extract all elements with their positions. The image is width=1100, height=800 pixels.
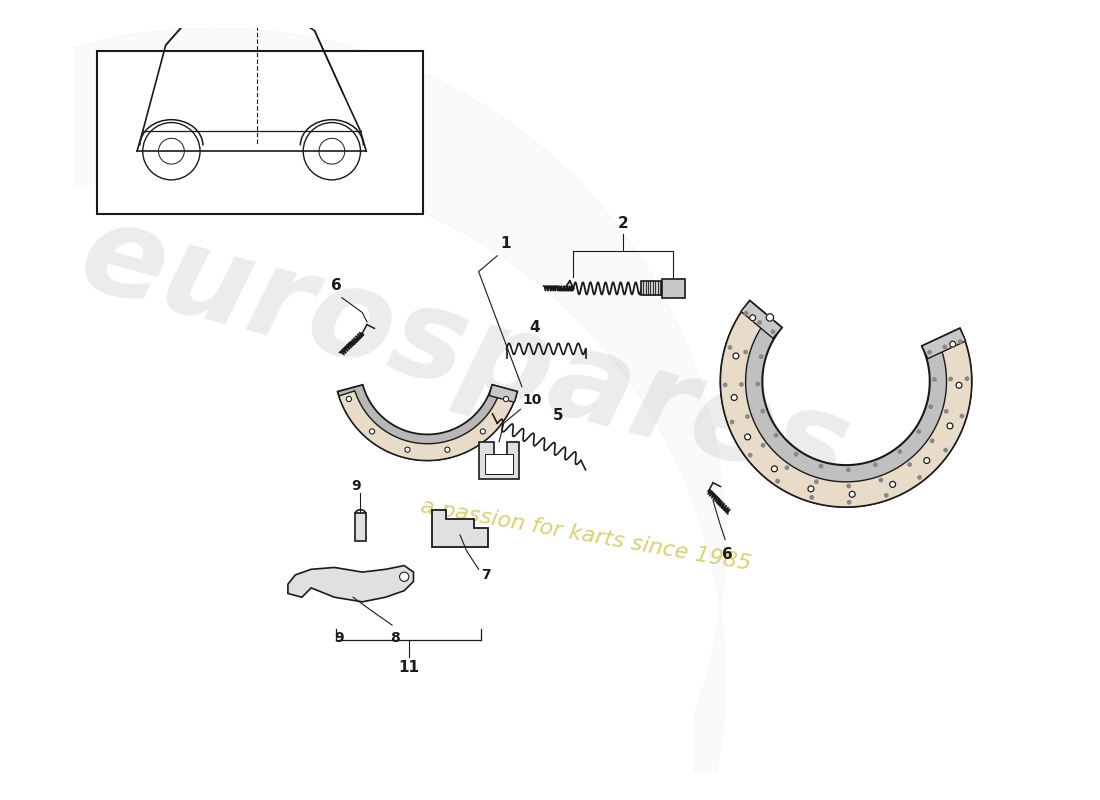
Circle shape [785, 466, 789, 470]
Circle shape [724, 383, 727, 386]
Circle shape [898, 450, 901, 454]
Polygon shape [432, 510, 488, 547]
Circle shape [794, 453, 797, 456]
Circle shape [960, 414, 964, 418]
Circle shape [847, 468, 850, 471]
Circle shape [504, 396, 508, 402]
Polygon shape [339, 391, 516, 461]
Circle shape [917, 430, 921, 434]
Text: 8: 8 [390, 630, 399, 645]
Circle shape [760, 355, 763, 358]
Circle shape [749, 454, 752, 457]
Text: 10: 10 [522, 394, 541, 407]
Circle shape [481, 429, 485, 434]
Text: 9: 9 [351, 479, 361, 494]
Circle shape [908, 463, 911, 466]
Text: 2: 2 [618, 216, 628, 230]
Circle shape [949, 341, 956, 347]
Bar [641, 282, 662, 295]
Circle shape [740, 382, 744, 386]
Circle shape [761, 410, 764, 413]
Circle shape [728, 346, 732, 349]
Circle shape [346, 396, 352, 402]
Circle shape [884, 494, 888, 497]
Circle shape [767, 314, 773, 322]
Circle shape [849, 491, 855, 498]
Circle shape [966, 377, 969, 380]
Circle shape [949, 378, 953, 381]
Circle shape [750, 314, 756, 321]
Polygon shape [338, 385, 517, 461]
Circle shape [771, 330, 774, 334]
Polygon shape [720, 301, 971, 507]
Circle shape [745, 434, 750, 440]
Circle shape [927, 350, 932, 354]
Text: 7: 7 [482, 568, 491, 582]
Circle shape [807, 486, 814, 492]
Circle shape [444, 447, 450, 452]
Circle shape [943, 345, 946, 349]
Circle shape [847, 501, 851, 504]
Circle shape [399, 572, 409, 582]
Circle shape [745, 312, 748, 315]
Circle shape [774, 434, 778, 437]
Circle shape [405, 447, 410, 452]
Polygon shape [288, 566, 414, 602]
Circle shape [810, 496, 813, 499]
Circle shape [746, 415, 749, 418]
Circle shape [730, 420, 734, 424]
Text: 9: 9 [334, 630, 344, 645]
Circle shape [744, 350, 747, 354]
Polygon shape [478, 442, 518, 479]
Circle shape [924, 458, 930, 463]
Polygon shape [922, 328, 966, 358]
Polygon shape [490, 385, 517, 402]
Bar [355, 514, 365, 542]
Circle shape [733, 353, 739, 359]
Circle shape [873, 463, 877, 466]
Circle shape [879, 478, 882, 482]
Circle shape [758, 321, 761, 324]
Circle shape [958, 340, 961, 343]
Bar [662, 279, 685, 298]
Circle shape [890, 482, 895, 487]
Circle shape [815, 480, 818, 483]
Text: a passion for karts since 1985: a passion for karts since 1985 [419, 496, 752, 574]
Text: 4: 4 [529, 320, 540, 335]
Text: 11: 11 [398, 661, 419, 675]
Circle shape [931, 439, 934, 442]
Bar [97, 51, 422, 214]
Circle shape [847, 484, 850, 488]
Circle shape [756, 382, 759, 386]
Polygon shape [485, 454, 513, 474]
Circle shape [761, 443, 764, 447]
Circle shape [944, 449, 947, 452]
Circle shape [917, 476, 921, 479]
Circle shape [370, 429, 375, 434]
Text: 6: 6 [722, 547, 733, 562]
Circle shape [945, 410, 948, 413]
Text: 5: 5 [552, 408, 563, 423]
Circle shape [776, 479, 779, 482]
Circle shape [956, 382, 962, 388]
Circle shape [947, 423, 953, 429]
Circle shape [930, 405, 933, 409]
Text: eurospares: eurospares [67, 193, 862, 514]
Circle shape [732, 394, 737, 401]
Circle shape [771, 466, 778, 472]
Text: 1: 1 [500, 236, 510, 251]
Text: 6: 6 [331, 278, 342, 293]
Polygon shape [720, 303, 971, 507]
Circle shape [820, 465, 823, 468]
Circle shape [933, 378, 936, 381]
Polygon shape [741, 301, 782, 338]
